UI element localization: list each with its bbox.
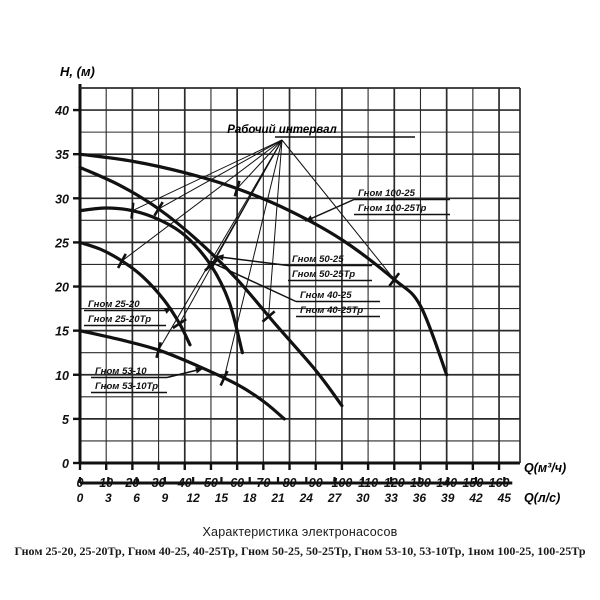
figure-caption: Характеристика электронасосов Гном 25-20… xyxy=(0,525,600,559)
y-tick-label: 10 xyxy=(55,369,69,383)
x-tick-label-secondary: 0 xyxy=(77,491,84,505)
x-tick-label-secondary: 12 xyxy=(186,491,200,505)
callout-label-line2: Гном 25-20Тр xyxy=(88,314,151,325)
curve-4 xyxy=(78,329,286,421)
x-tick-label-secondary: 45 xyxy=(497,491,512,505)
callout-label-line1: Гном 40-25 xyxy=(300,290,352,301)
y-axis-label: H, (м) xyxy=(60,64,95,79)
working-interval-tick xyxy=(219,370,229,387)
callout-4: Гном 53-10 Гном 53-10Тр xyxy=(91,366,204,394)
leader-line xyxy=(132,139,283,212)
y-tick-label: 25 xyxy=(54,236,70,250)
callout-label-line1: Гном 100-25 xyxy=(358,188,416,199)
x-tick-label-secondary: 39 xyxy=(441,491,455,505)
callout-3: Гном 25-20 Гном 25-20Тр xyxy=(84,299,173,327)
x-tick-label-secondary: 15 xyxy=(215,491,229,505)
callout-label-line1: Гном 50-25 xyxy=(292,254,344,265)
callout-label-line1: Гном 53-10 xyxy=(95,366,147,377)
x-tick-label-secondary: 24 xyxy=(299,491,314,505)
callout-label-line2: Гном 53-10Тр xyxy=(95,381,158,392)
x-tick-label-secondary: 18 xyxy=(243,491,257,505)
callout-1: Гном 50-25 Гном 50-25Тр xyxy=(216,254,372,282)
x-axis-secondary: 0 3 6 9 12 15 18 21 24 27 30 33 36 39 42 45 xyxy=(77,477,513,505)
callout-arrow-shaft xyxy=(208,260,297,303)
y-tick-label: 20 xyxy=(54,281,69,295)
y-tick-label: 40 xyxy=(54,104,69,118)
x-tick-label-secondary: 36 xyxy=(413,491,427,505)
callout-arrowhead xyxy=(216,254,224,261)
callout-label-line1: Гном 25-20 xyxy=(88,299,140,310)
caption-title: Характеристика электронасосов xyxy=(202,525,398,539)
leader-line xyxy=(158,139,283,351)
leader-line xyxy=(223,139,283,379)
x-tick-label-secondary: 9 xyxy=(162,491,169,505)
x-axis-label-primary: Q(м³/ч) xyxy=(524,461,566,475)
x-tick-label-secondary: 6 xyxy=(133,491,140,505)
leader-line xyxy=(179,139,283,324)
y-tick-label: 30 xyxy=(55,192,69,206)
x-tick-label-secondary: 30 xyxy=(356,491,370,505)
x-tick-label-secondary: 42 xyxy=(468,491,483,505)
working-interval-tick xyxy=(388,272,401,287)
callout-2: Гном 40-25 Гном 40-25Тр xyxy=(208,260,380,318)
x-axis-label-secondary: Q(л/с) xyxy=(524,491,560,505)
callout-arrowhead xyxy=(163,307,172,314)
callout-arrowhead xyxy=(208,260,217,267)
leader-line xyxy=(158,139,283,210)
callout-label-line2: Гном 50-25Тр xyxy=(292,269,355,280)
callout-label-line2: Гном 100-25Тр xyxy=(358,203,427,214)
leader-line xyxy=(281,139,395,280)
callout-arrow-shaft xyxy=(304,198,355,222)
curve-0 xyxy=(78,152,449,377)
y-tick-label: 35 xyxy=(55,148,70,162)
caption-subtitle: Гном 25-20, 25-20Тр, Гном 40-25, 40-25Тр… xyxy=(14,544,586,558)
curve-1 xyxy=(78,165,344,408)
leader-line xyxy=(268,139,283,317)
y-axis-ticks: 0 5 10 15 20 25 30 35 40 xyxy=(54,104,80,471)
y-tick-label: 15 xyxy=(55,325,70,339)
curve-2 xyxy=(78,206,244,355)
x-tick-label-secondary: 21 xyxy=(270,491,285,505)
working-interval-leader-lines xyxy=(121,139,395,379)
y-tick-label: 0 xyxy=(62,457,69,471)
working-interval-label: Рабочий интервал xyxy=(227,124,337,136)
callout-label-line2: Гном 40-25Тр xyxy=(300,305,363,316)
callout-0: Гном 100-25 Гном 100-25Тр xyxy=(304,188,450,222)
callout-arrow-shaft xyxy=(216,255,289,267)
x-tick-label-secondary: 3 xyxy=(105,491,112,505)
x-tick-label-secondary: 33 xyxy=(384,491,398,505)
callout-arrowhead xyxy=(195,367,204,374)
callout-arrowhead xyxy=(305,215,314,222)
leader-line xyxy=(236,139,283,189)
y-tick-label: 5 xyxy=(62,413,70,427)
x-tick-label-secondary: 27 xyxy=(327,491,343,505)
leader-line xyxy=(121,139,283,262)
